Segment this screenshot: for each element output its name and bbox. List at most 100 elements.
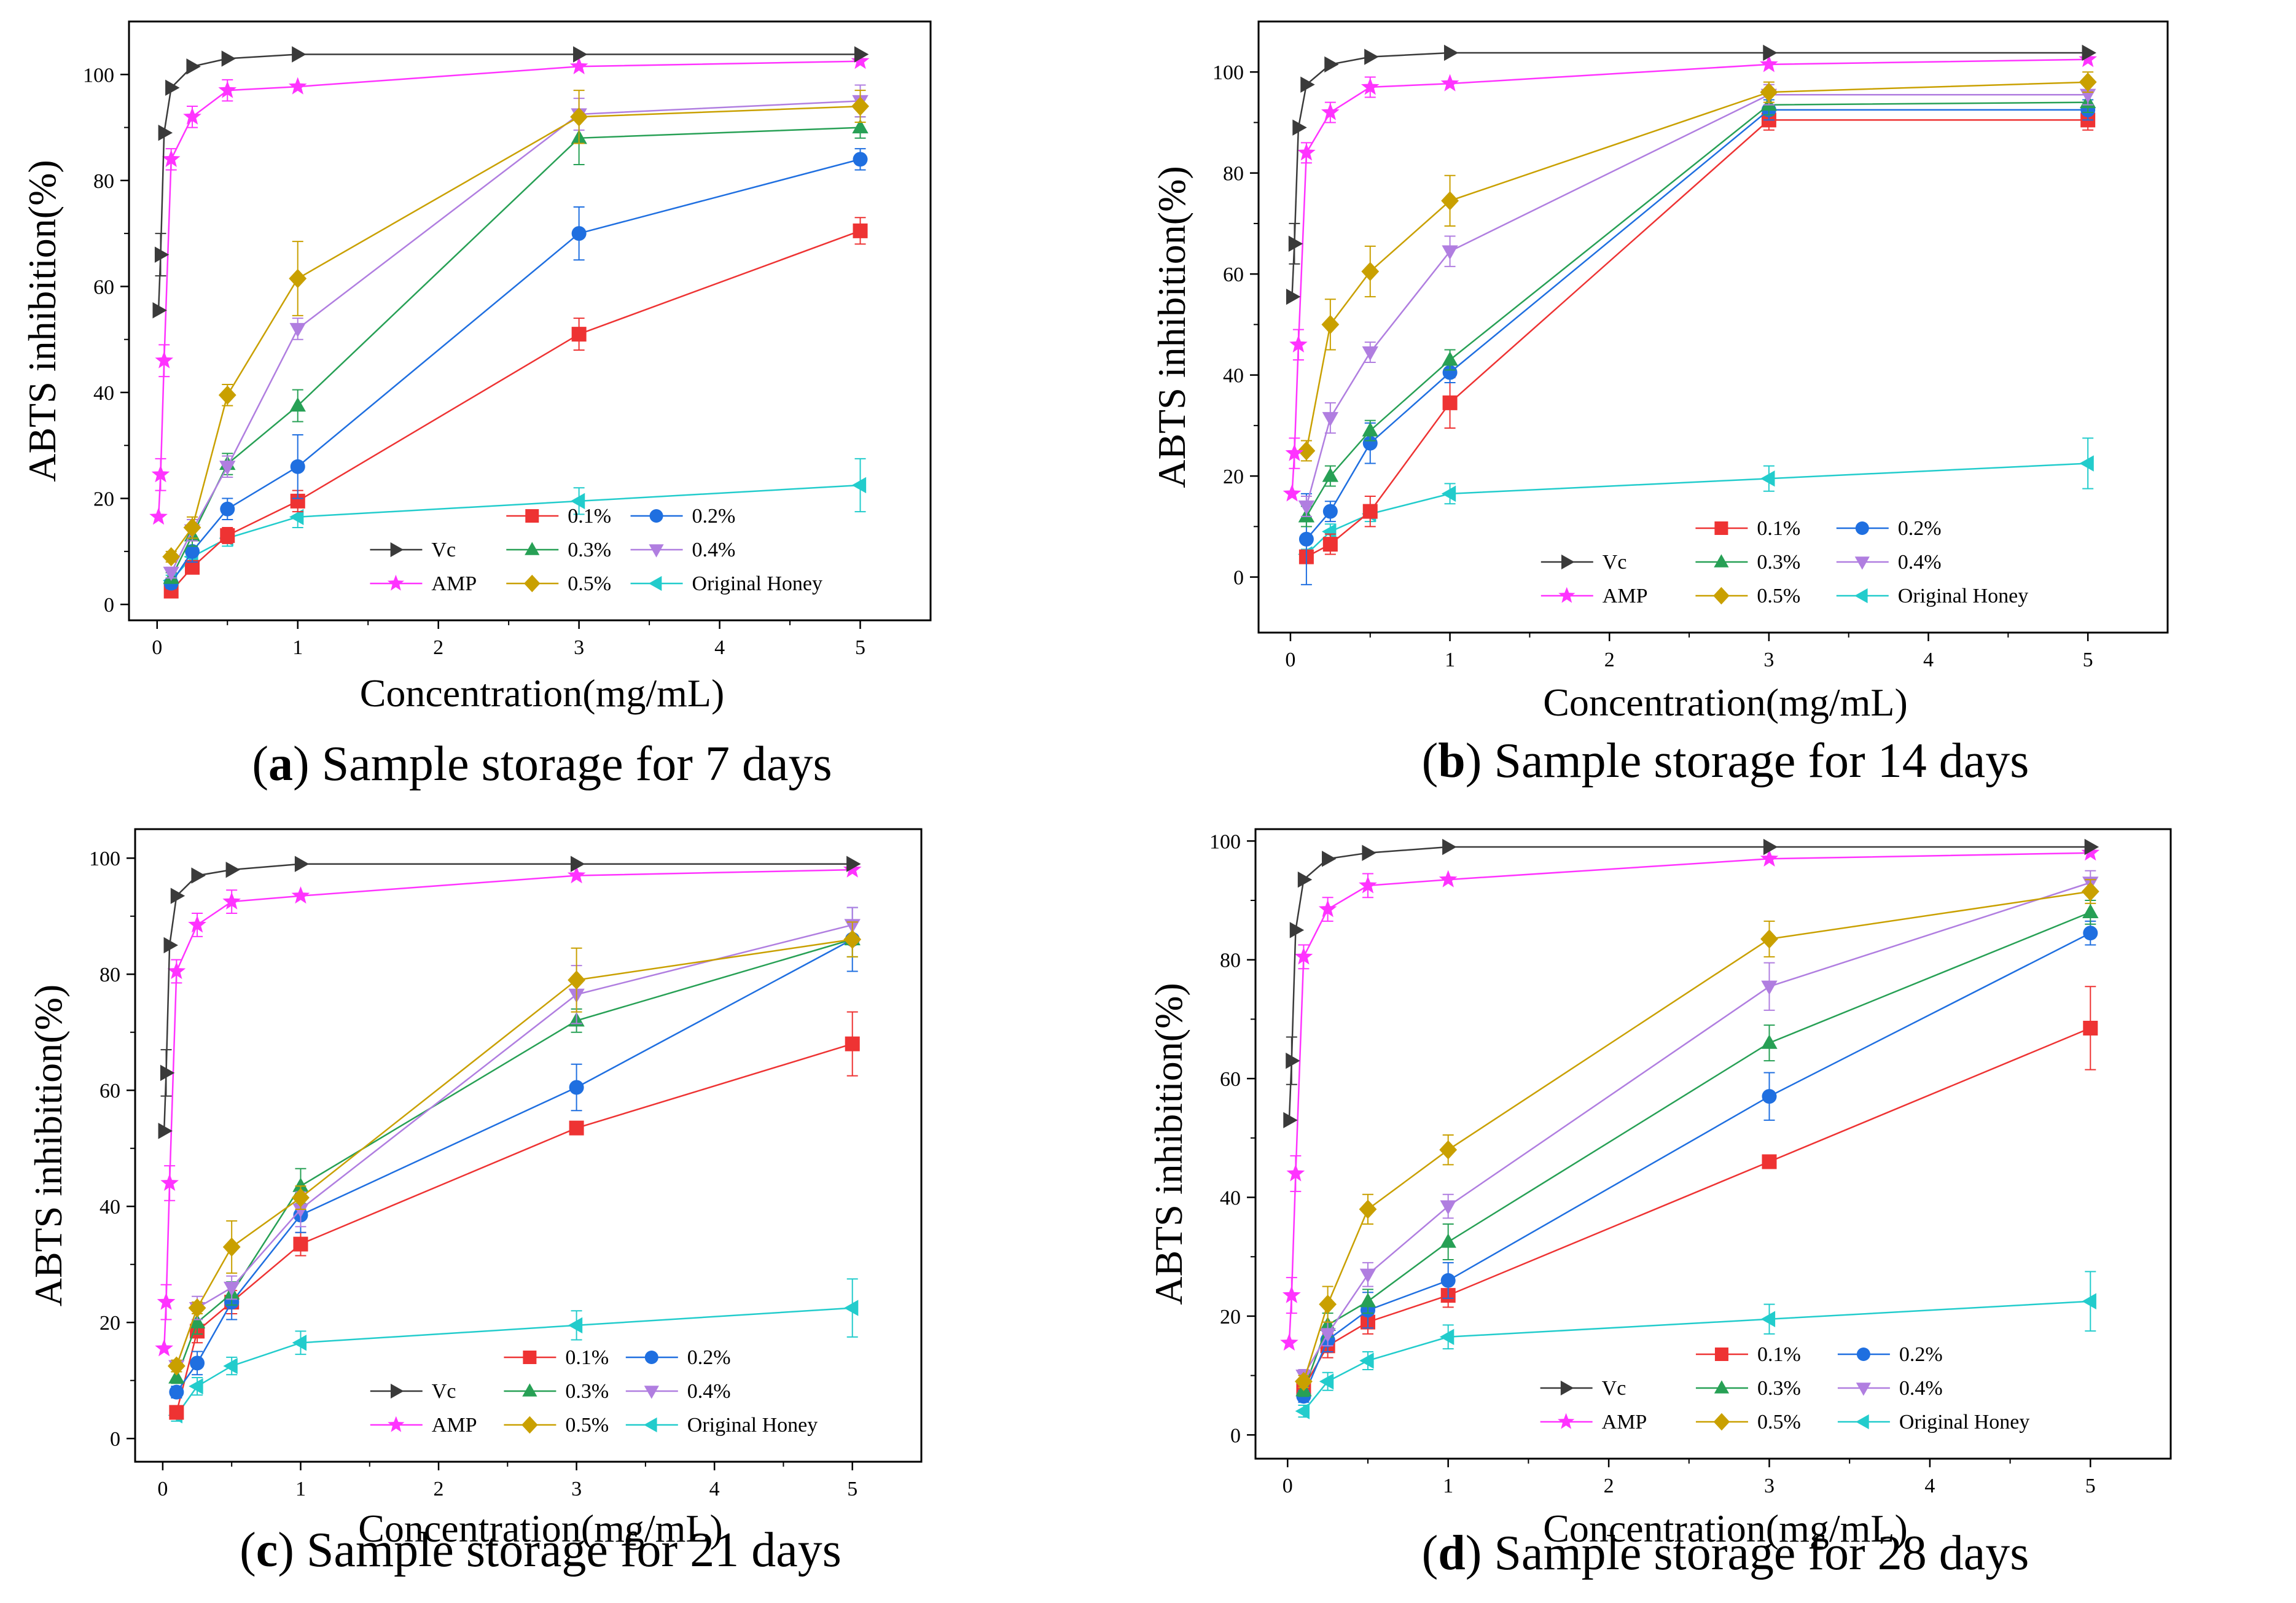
series-line-s02 [1305,109,2088,540]
legend-marker-orig [648,575,662,591]
data-point-amp [1294,947,1313,965]
data-point-amp [1289,335,1308,353]
data-point-orig [2079,455,2094,472]
data-point-s02 [220,501,235,517]
series-amp [1280,843,2100,1351]
series-line-vc [1288,846,2091,1120]
legend-marker-s03 [522,1383,537,1397]
series-line-s03 [170,127,861,579]
series-line-orig [170,484,861,582]
panel-caption: (d) Sample storage for 28 days [1422,1526,2029,1580]
caption-paren-close: ) [293,737,322,791]
data-point-vc [1442,838,1457,856]
caption-letter: c [256,1523,278,1577]
legend-marker-s03 [525,542,540,555]
x-tick-label: 3 [1764,1475,1775,1497]
data-point-amp [1321,103,1340,120]
data-point-s04 [289,322,306,338]
data-point-s05 [1319,1294,1337,1314]
legend-marker-s04 [649,544,664,558]
data-point-s02 [569,1080,584,1095]
legend-label-orig: Original Honey [1898,585,2028,607]
legend-label-s04: 0.4% [692,539,736,561]
series-line-s02 [176,938,853,1393]
y-tick-label: 100 [1209,830,1241,853]
legend-marker-amp [387,574,404,591]
legend-marker-vc [1560,1380,1574,1396]
legend-label-s05: 0.5% [568,572,611,595]
legend-label-s02: 0.2% [1899,1343,1943,1366]
plot-frame [1257,20,2169,634]
legend-marker-s04 [1856,1383,1871,1396]
series-line-s05 [170,105,861,558]
y-tick-label: 20 [100,1312,120,1335]
data-point-s01 [2083,1020,2098,1036]
data-point-s03 [289,397,306,412]
data-point-amp [1359,876,1377,894]
x-tick-label: 4 [1923,649,1934,671]
data-point-amp [843,860,862,878]
data-point-s05 [162,547,181,567]
y-axis-title: ABTS inhibition(%) [20,160,64,482]
data-point-s02 [1442,365,1458,380]
data-point-amp [567,866,586,884]
data-point-s04 [1440,1200,1456,1215]
chart-c-svg: 0 1 2 3 4 5 0 20 40 60 80 100 ABTS inhibition(%) Conc… [26,828,923,1577]
data-point-s01 [169,1405,184,1420]
legend-label-vc: Vc [431,539,456,561]
data-point-vc [573,46,588,63]
series-line-s05 [176,938,853,1367]
x-tick-label: 3 [574,636,584,659]
data-point-s05 [289,268,307,289]
data-point-s03 [1761,1034,1778,1049]
caption-paren-close: ) [1466,1526,1494,1580]
data-point-s02 [853,152,868,167]
panel-caption: (b) Sample storage for 14 days [1422,734,2029,788]
panel-caption: (c) Sample storage for 21 days [240,1523,841,1577]
legend-marker-amp [1558,587,1576,603]
data-point-s05 [1760,929,1778,949]
data-point-amp [1283,484,1302,502]
data-point-s05 [1321,314,1340,334]
data-point-amp [291,886,310,904]
caption-letter: a [268,737,293,791]
data-point-s05 [167,1356,185,1376]
plot-frame [134,828,923,1463]
x-tick-label: 0 [1283,1475,1293,1497]
legend-marker-orig [1856,1414,1869,1430]
x-axis-title: Concentration(mg/mL) [1543,1507,1908,1550]
data-point-s03 [852,119,869,134]
data-point-amp [160,1173,179,1191]
data-point-s05 [1441,191,1459,211]
series-s02 [1298,99,2096,585]
data-point-s01 [571,327,587,342]
series-s01 [1298,109,2096,564]
data-point-s02 [1362,435,1378,451]
chart-panel-d: 0 1 2 3 4 5 0 20 40 60 80 100 ABTS inhibition(%) Conc… [1147,802,2296,1603]
series-line-s01 [1303,1027,2091,1388]
data-point-orig [843,1300,859,1316]
caption-text: Sample storage for 14 days [1494,734,2029,788]
series-line-s03 [1303,911,2091,1391]
data-point-amp [1440,74,1459,92]
data-point-vc [2082,44,2096,61]
series-line-amp [157,60,861,517]
data-point-s04 [1761,980,1778,996]
y-tick-label: 20 [1220,1306,1241,1328]
legend-marker-amp [1558,1413,1575,1429]
legend-marker-s02 [649,509,663,523]
data-point-s02 [571,226,587,241]
legend-marker-s01 [1714,521,1728,535]
legend-label-vc: Vc [432,1380,456,1403]
series-line-amp [1288,852,2091,1343]
series-vc [1283,838,2099,1129]
data-point-s05 [1760,82,1778,102]
series-line-s03 [176,938,853,1378]
y-tick-label: 0 [110,1428,120,1451]
data-point-s02 [290,459,305,474]
data-point-s04 [219,461,236,475]
data-point-s03 [1359,1292,1376,1308]
data-point-vc [160,1064,175,1082]
data-point-orig [289,509,304,525]
x-tick-label: 2 [1604,649,1615,671]
